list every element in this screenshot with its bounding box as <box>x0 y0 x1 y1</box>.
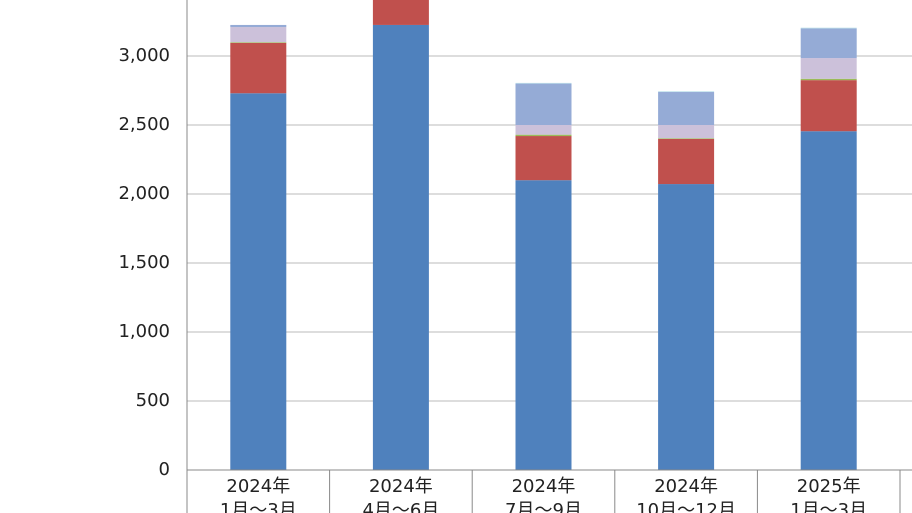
bar-segment <box>230 42 287 94</box>
y-tick-label: 1,000 <box>118 321 170 342</box>
bar-segment <box>515 180 572 470</box>
bar-segment <box>515 82 572 84</box>
x-tick-label: 1月〜3月 <box>220 500 297 513</box>
x-tick-label: 1月〜3月 <box>790 500 867 513</box>
x-tick-label: 2024年 <box>226 476 290 497</box>
bar-segment <box>658 138 715 185</box>
bar-segment <box>515 136 572 181</box>
bar-segment <box>372 24 429 470</box>
bar-segment <box>515 125 572 135</box>
x-tick-label: 10月〜12月 <box>636 500 736 513</box>
x-tick-label: 4月〜6月 <box>362 500 439 513</box>
bar-segment <box>658 91 715 93</box>
bar-segment <box>230 27 287 43</box>
bar-segment <box>800 28 857 59</box>
bar-segment <box>800 80 857 132</box>
bar-segment <box>372 0 429 25</box>
x-tick-label: 2024年 <box>512 476 576 497</box>
bar-segment <box>800 131 857 470</box>
y-tick-label: 2,500 <box>118 114 170 135</box>
bar-segment <box>515 134 572 137</box>
bar-segment <box>658 184 715 470</box>
bar-segment <box>658 138 715 139</box>
x-tick-label: 2024年 <box>369 476 433 497</box>
bar-segment <box>658 92 715 125</box>
bar-segment <box>230 93 287 470</box>
bar-segment <box>800 27 857 29</box>
x-tick-label: 7月〜9月 <box>505 500 582 513</box>
bar-segment <box>230 24 287 28</box>
y-tick-label: 2,000 <box>118 183 170 204</box>
y-tick-label: 500 <box>136 390 170 411</box>
y-tick-label: 1,500 <box>118 252 170 273</box>
bar-segment <box>515 83 572 125</box>
bar-segment <box>800 78 857 81</box>
bar-segment <box>800 58 857 79</box>
bar-segment <box>658 125 715 139</box>
x-tick-label: 2025年 <box>797 476 861 497</box>
y-tick-label: 3,000 <box>118 45 170 66</box>
bar-segment <box>230 42 287 43</box>
x-tick-label: 2024年 <box>654 476 718 497</box>
y-tick-label: 0 <box>159 459 170 480</box>
